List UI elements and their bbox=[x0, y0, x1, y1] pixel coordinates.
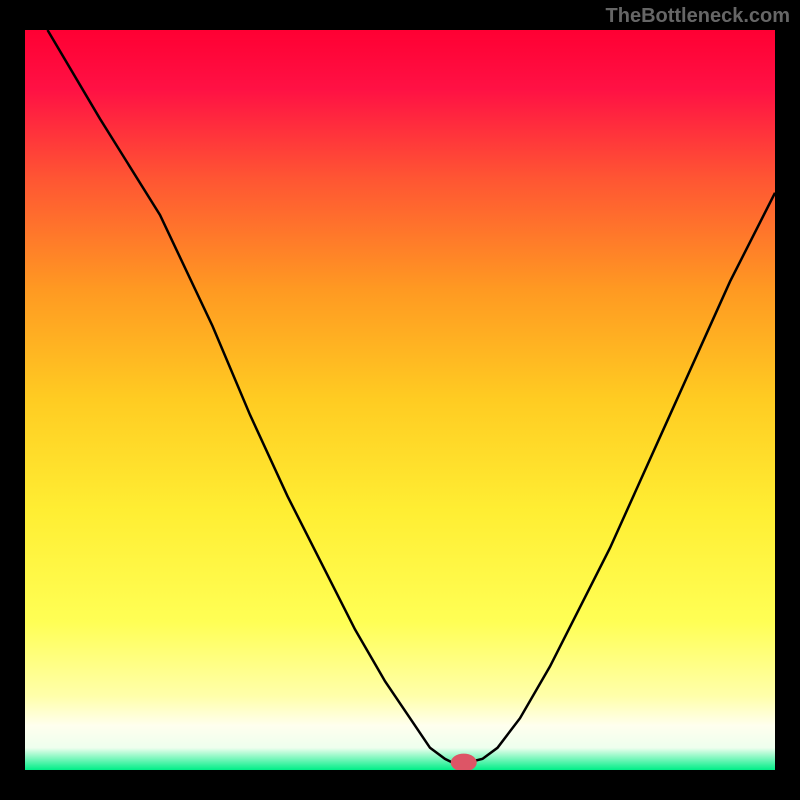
bottleneck-chart bbox=[25, 30, 775, 770]
chart-container: TheBottleneck.com bbox=[0, 0, 800, 800]
watermark-text: TheBottleneck.com bbox=[606, 5, 790, 28]
chart-background bbox=[25, 30, 775, 770]
